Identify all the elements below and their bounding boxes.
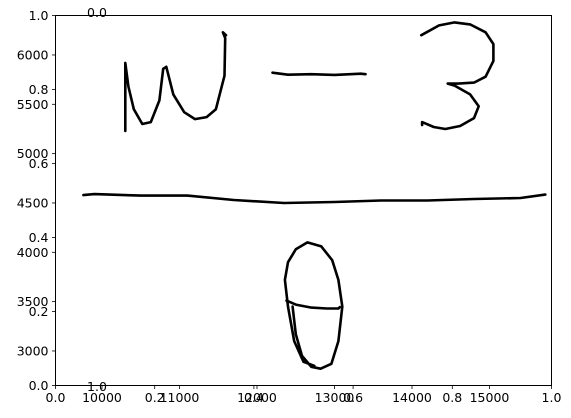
y-tick-label: 3000	[17, 343, 49, 358]
y-tick-label: 6000	[17, 47, 49, 62]
x-tick-label: 0.8	[442, 390, 462, 405]
axes-frame	[55, 15, 552, 386]
x-tick-label: 13000	[315, 390, 355, 405]
x-tick-label: 1.0	[542, 390, 562, 405]
y-tick-label: 0.8	[29, 82, 49, 97]
x-tick-label: 12000	[237, 390, 277, 405]
y-tick-label: 1.0	[29, 8, 49, 23]
x-tick-label: 0.2	[145, 390, 165, 405]
tick-layer: 0.0 0.2 0.4 0.6 0.8 1.00.00.20.40.60.81.01000…	[17, 5, 562, 405]
ink-stroke-omega	[124, 30, 228, 133]
x-tick-label: 11000	[160, 390, 200, 405]
y-tick-label: 3500	[17, 294, 49, 309]
x-tick-label: 0.0	[46, 390, 66, 405]
y-tick-label: 4000	[17, 245, 49, 260]
x-tick-label: 0.6	[343, 390, 363, 405]
handwriting-layer	[82, 21, 547, 371]
ink-stroke-minus	[271, 71, 367, 77]
ink-stroke-theta-ellipse	[283, 241, 344, 371]
stray-tick-label: 0.0	[87, 5, 107, 20]
ink-stroke-theta-crossbar	[285, 299, 342, 310]
x-tick-label: 14000	[392, 390, 432, 405]
y-tick-label: 4500	[17, 195, 49, 210]
x-tick-label: 0.4	[244, 390, 264, 405]
ink-stroke-three	[419, 21, 495, 131]
y-tick-label: 5000	[17, 146, 49, 161]
y-tick-label: 0.4	[29, 230, 49, 245]
y-tick-label: 0.0	[29, 378, 49, 393]
y-tick-label: 5500	[17, 97, 49, 112]
ink-stroke-fraction-bar	[82, 192, 547, 205]
x-tick-label: 15000	[470, 390, 510, 405]
y-tick-label: 0.2	[29, 304, 49, 319]
x-tick-label: 10000	[82, 390, 122, 405]
stray-tick-label: 1.0	[87, 379, 107, 394]
y-tick-label: 0.6	[29, 156, 49, 171]
